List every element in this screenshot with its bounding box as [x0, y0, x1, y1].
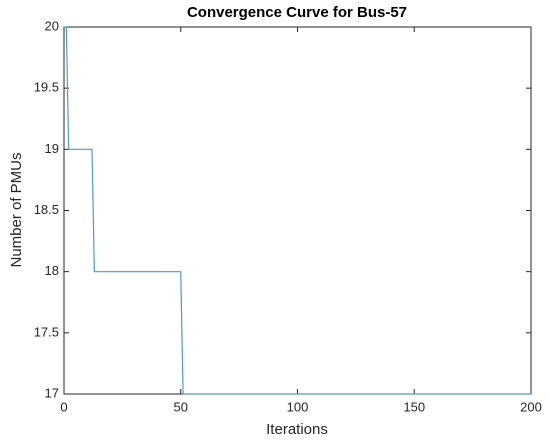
x-axis-label: Iterations — [266, 421, 328, 438]
chart-title: Convergence Curve for Bus-57 — [187, 4, 407, 21]
y-axis-label: Number of PMUs — [8, 152, 25, 267]
y-tick-label: 18 — [45, 263, 59, 278]
plot-frame — [63, 26, 532, 395]
line — [64, 26, 531, 395]
x-tick-label: 200 — [520, 399, 542, 414]
y-tick-label: 19.5 — [34, 80, 59, 95]
y-tick-label: 19 — [45, 141, 59, 156]
x-tick-label: 100 — [287, 399, 309, 414]
y-tick-label: 20 — [45, 18, 59, 33]
y-tick-label: 17 — [45, 385, 59, 400]
y-tick-label: 18.5 — [34, 202, 59, 217]
x-tick-label: 50 — [174, 399, 188, 414]
x-tick-label: 0 — [60, 399, 67, 414]
x-tick-label: 150 — [403, 399, 425, 414]
y-tick-label: 17.5 — [34, 324, 59, 339]
